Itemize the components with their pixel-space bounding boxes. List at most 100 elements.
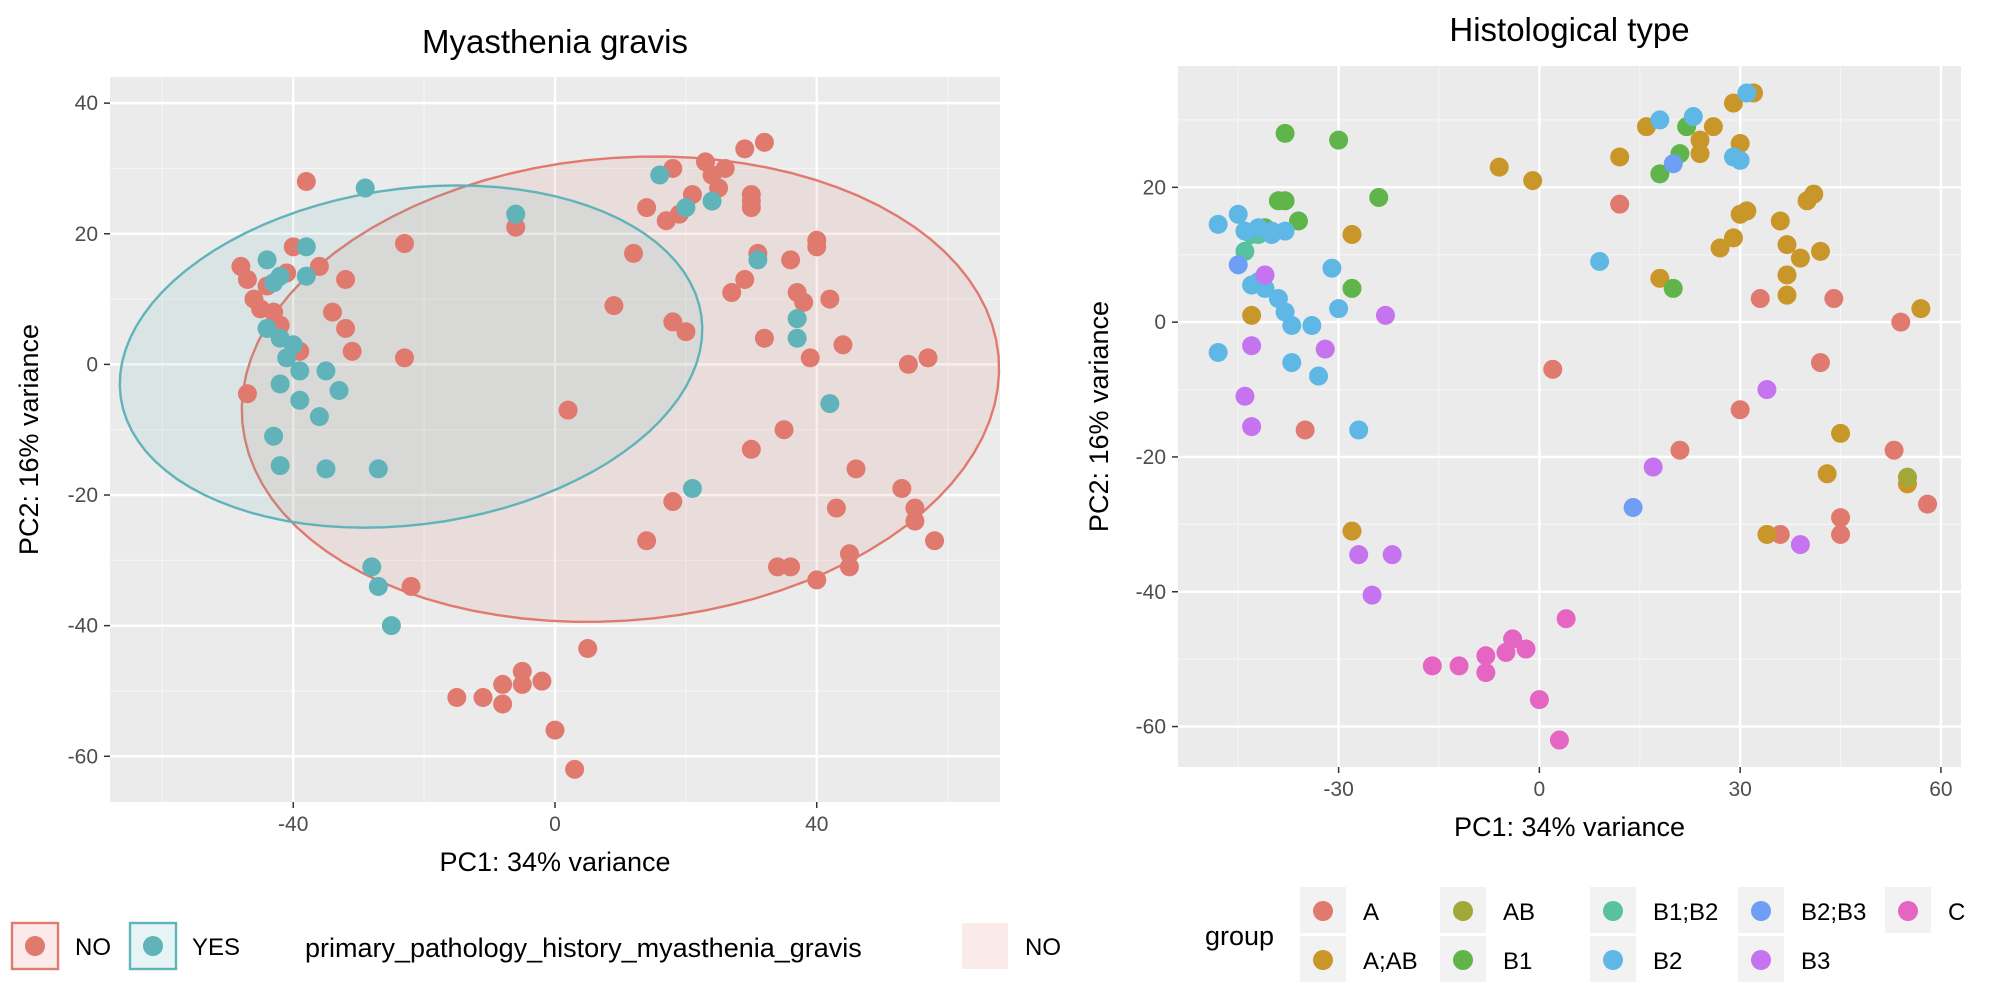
data-point-no: [905, 498, 925, 518]
data-point-yes: [362, 557, 382, 577]
data-point-a-ab: [1911, 299, 1931, 319]
y-tick-label: -40: [1136, 581, 1166, 604]
data-point-no: [558, 400, 578, 420]
data-point-no: [781, 557, 801, 577]
data-point-c: [1556, 609, 1576, 629]
data-point-b1: [1342, 278, 1362, 298]
data-point-no: [892, 478, 912, 498]
data-point-yes: [264, 426, 284, 446]
data-point-b2: [1282, 316, 1302, 336]
legend-label-a-ab: A;AB: [1363, 948, 1418, 975]
data-point-c: [1476, 646, 1496, 666]
data-point-yes: [368, 576, 388, 596]
data-point-b3: [1315, 339, 1335, 359]
data-point-yes: [257, 250, 277, 270]
data-point-a-ab: [1790, 248, 1810, 268]
legend-label-c: C: [1948, 899, 1965, 926]
x-tick-label: 0: [1534, 778, 1546, 801]
data-point-yes: [787, 309, 807, 329]
y-tick-label: 20: [75, 223, 98, 246]
data-point-a-ab: [1242, 305, 1262, 325]
data-point-no: [807, 230, 827, 250]
data-point-a: [1831, 524, 1851, 544]
legend-title: primary_pathology_history_myasthenia_gra…: [305, 933, 862, 963]
data-point-no: [394, 348, 414, 368]
data-point-no: [323, 302, 342, 322]
data-point-yes: [702, 191, 722, 211]
data-point-a-ab: [1757, 524, 1777, 544]
legend-dot-c: [1898, 901, 1918, 921]
data-point-a: [1543, 359, 1563, 379]
data-point-b3: [1643, 457, 1663, 477]
legend-label-b2-b3: B2;B3: [1801, 899, 1866, 926]
legend-label-yes: YES: [192, 934, 240, 961]
data-point-yes: [270, 266, 290, 286]
y-tick-label: -20: [1136, 446, 1166, 469]
confidence-ellipse-no: [240, 155, 1001, 624]
legend-label-a: A: [1363, 899, 1379, 926]
data-point-a-ab: [1690, 144, 1710, 164]
data-point-b3: [1242, 417, 1262, 437]
data-point-no: [715, 158, 735, 178]
data-point-b2: [1309, 366, 1329, 386]
data-point-a-ab: [1650, 268, 1670, 288]
data-point-b1: [1288, 211, 1308, 231]
data-point-no: [905, 511, 925, 531]
data-point-a-ab: [1804, 184, 1824, 204]
data-point-a-ab: [1777, 235, 1797, 255]
data-point-b1: [1268, 191, 1288, 211]
data-point-no: [447, 687, 467, 707]
data-point-no: [336, 318, 356, 338]
data-point-b1: [1663, 278, 1683, 298]
y-tick-label: -60: [1136, 716, 1166, 739]
legend-label-b2: B2: [1653, 948, 1682, 975]
data-point-no: [604, 296, 624, 316]
legend-dot-b1-b2: [1603, 901, 1623, 921]
y-tick-label: 40: [75, 92, 98, 115]
y-tick-label: -40: [68, 615, 98, 638]
data-point-b3: [1235, 386, 1255, 406]
legend-dot-a-ab: [1313, 950, 1333, 970]
data-point-no: [532, 671, 552, 691]
data-point-yes: [682, 478, 702, 498]
data-point-a-ab: [1342, 521, 1362, 541]
data-point-yes: [283, 335, 303, 355]
legend-dot-b3: [1751, 950, 1771, 970]
data-point-no: [342, 341, 362, 361]
x-tick-label: 0: [549, 813, 561, 836]
data-point-b2: [1282, 353, 1302, 373]
data-point-yes: [316, 459, 336, 479]
data-point-a-ab: [1610, 147, 1630, 167]
data-point-c: [1529, 690, 1549, 710]
data-point-b2: [1208, 342, 1228, 362]
x-tick-label: 60: [1929, 778, 1952, 801]
data-point-a-ab: [1690, 130, 1710, 150]
data-point-b2: [1683, 107, 1703, 127]
data-point-a-ab: [1817, 464, 1837, 484]
x-tick-label: 40: [805, 813, 828, 836]
data-point-yes: [257, 318, 277, 338]
data-point-a-ab: [1703, 117, 1723, 137]
data-point-yes: [381, 616, 401, 636]
legend-label-ellipse-no: NO: [1025, 934, 1061, 961]
legend-label-no: NO: [75, 934, 111, 961]
data-point-no: [401, 576, 421, 596]
data-point-yes: [270, 374, 290, 394]
data-point-no: [473, 687, 493, 707]
data-point-no: [794, 292, 814, 312]
data-point-c: [1516, 639, 1536, 659]
x-tick-label: -30: [1323, 778, 1353, 801]
data-point-yes: [296, 237, 316, 257]
data-point-no: [839, 544, 859, 564]
y-tick-label: 20: [1143, 176, 1166, 199]
data-point-b3: [1382, 545, 1402, 565]
data-point-a: [1610, 194, 1630, 214]
data-point-yes: [290, 390, 310, 410]
panel-background-1: [1178, 66, 1961, 767]
data-point-b2: [1730, 150, 1750, 170]
data-point-a: [1831, 508, 1851, 528]
data-point-a-ab: [1723, 93, 1743, 113]
data-point-c: [1503, 629, 1523, 649]
data-point-b3: [1349, 545, 1369, 565]
data-point-yes: [676, 198, 696, 218]
